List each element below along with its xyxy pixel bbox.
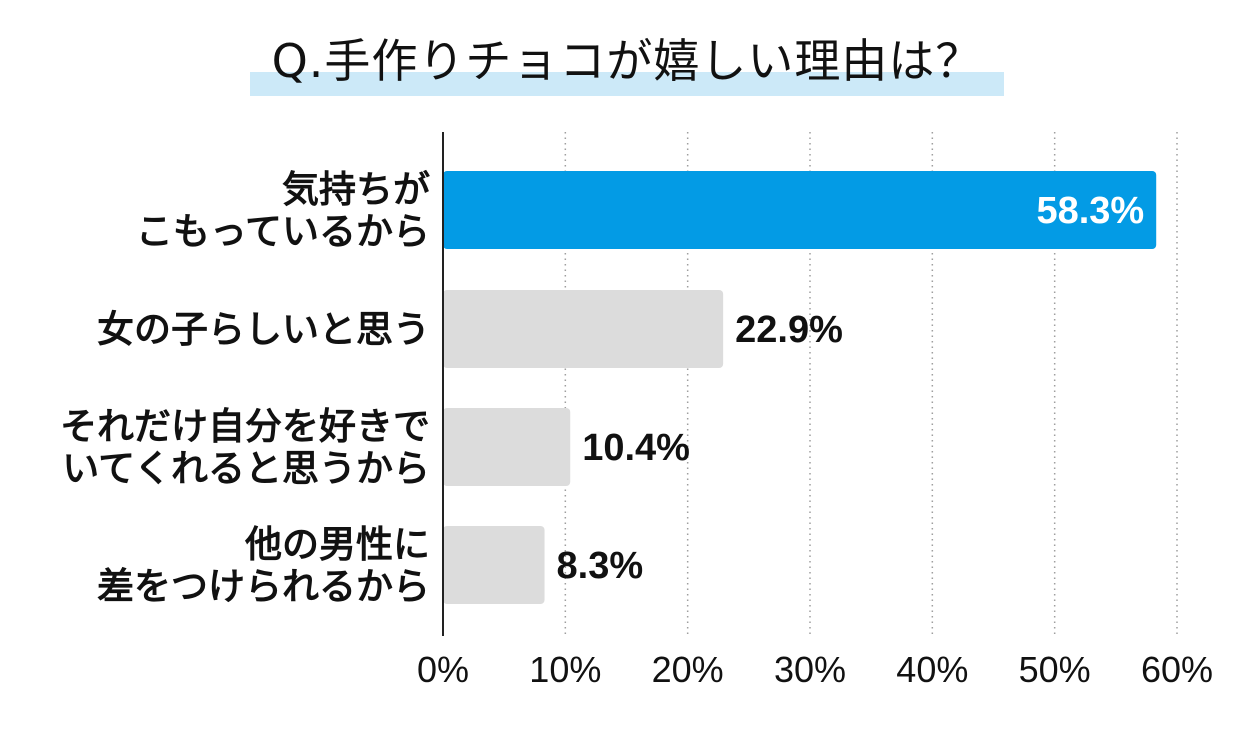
x-tick-label: 0%: [417, 649, 469, 690]
x-tick-label: 60%: [1141, 649, 1213, 690]
data-label: 10.4%: [582, 427, 690, 469]
category-label: 差をつけられるから: [97, 565, 430, 608]
category-label: 女の子らしいと思う: [97, 308, 430, 351]
x-tick-label: 30%: [774, 649, 846, 690]
bar: [443, 526, 545, 604]
data-label: 58.3%: [1036, 190, 1144, 232]
category-label: 他の男性に: [244, 523, 430, 566]
x-tick-label: 40%: [896, 649, 968, 690]
x-tick-label: 50%: [1019, 649, 1091, 690]
data-label: 8.3%: [557, 545, 644, 587]
bar: [443, 408, 571, 486]
chart-title: Q.手作りチョコが嬉しい理由は？: [271, 34, 983, 88]
category-label: いてくれると思うから: [62, 447, 430, 490]
category-label: 気持ちが: [282, 168, 430, 211]
title-underline: [250, 72, 1004, 96]
category-label: それだけ自分を好きで: [60, 405, 430, 448]
bar: [443, 290, 724, 368]
chart-title-block: Q.手作りチョコが嬉しい理由は？: [250, 28, 1004, 98]
x-tick-label: 10%: [529, 649, 601, 690]
data-label: 22.9%: [735, 309, 843, 351]
category-label: こもっているから: [136, 210, 430, 253]
x-tick-label: 20%: [652, 649, 724, 690]
bar: [443, 171, 1157, 249]
